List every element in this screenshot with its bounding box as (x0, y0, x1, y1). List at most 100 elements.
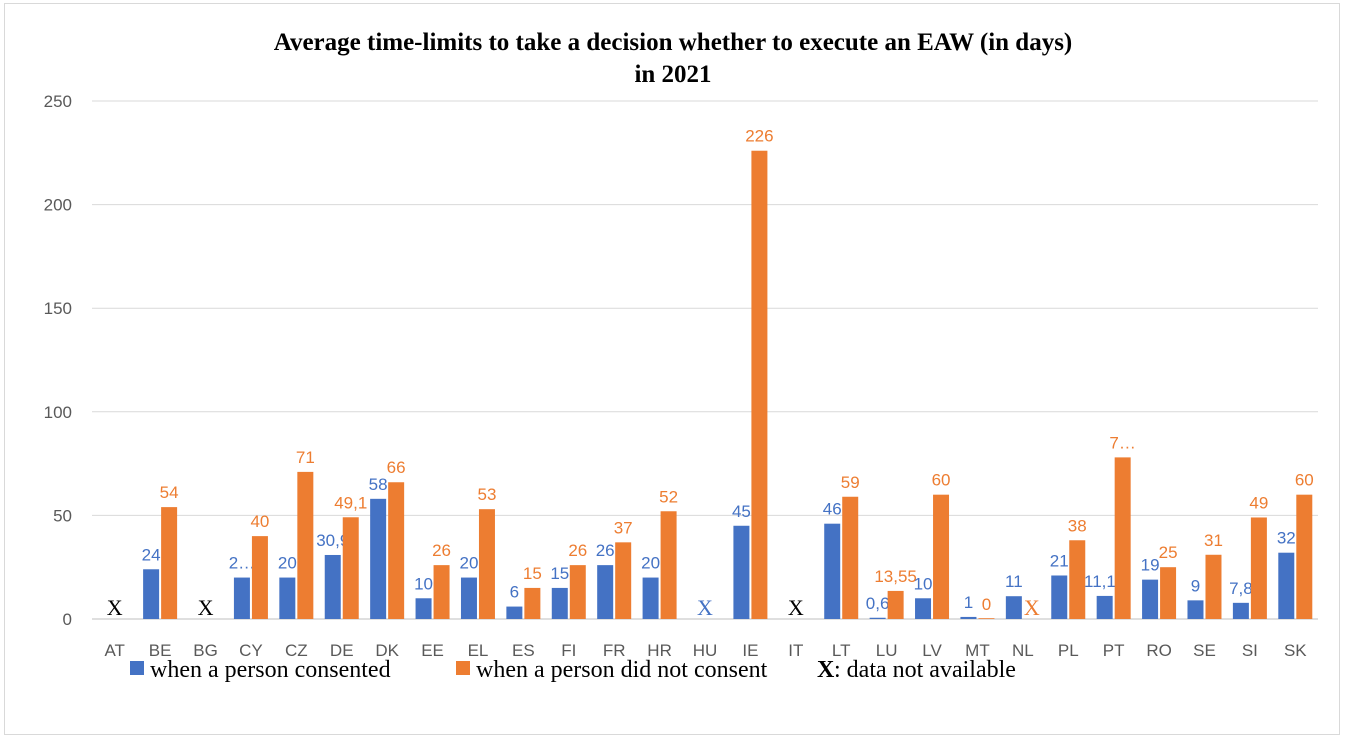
data-label-not-consented: 31 (1204, 531, 1223, 550)
bar-not-consented (1296, 494, 1313, 619)
bar-not-consented (478, 509, 495, 619)
legend-swatch-not-consented (456, 661, 470, 675)
data-label-consented: 19 (1141, 556, 1160, 575)
bar-consented (279, 577, 296, 619)
data-label-not-consented: 0 (982, 595, 991, 614)
data-label-not-consented: 59 (841, 473, 860, 492)
data-label-not-consented: 40 (250, 512, 269, 531)
data-label-not-consented: 53 (478, 485, 497, 504)
data-label-consented: 10 (914, 574, 933, 593)
x-tick-label: EL (468, 641, 489, 660)
bar-not-consented (842, 496, 859, 619)
legend-note-marker: X (817, 657, 835, 683)
data-label-consented: 0,6 (866, 594, 890, 613)
data-label-not-consented: 60 (932, 471, 951, 490)
bar-not-consented (1250, 517, 1267, 619)
data-label-consented: 11 (1005, 572, 1023, 591)
x-tick-label: BG (193, 641, 218, 660)
x-tick-label: ES (512, 641, 535, 660)
bar-consented (1187, 600, 1204, 619)
data-label-not-consented: 54 (160, 483, 179, 502)
bar-consented (1051, 575, 1068, 619)
bar-consented (1096, 595, 1113, 619)
x-tick-label: MT (965, 641, 990, 660)
bar-consented (1005, 596, 1022, 619)
x-tick-label: IE (742, 641, 758, 660)
data-label-consented: 20 (460, 554, 479, 573)
bar-consented (233, 577, 250, 619)
data-label-not-consented: 60 (1295, 471, 1314, 490)
bar-not-consented (388, 482, 405, 619)
y-tick-label: 200 (44, 196, 72, 215)
bar-not-consented (660, 511, 677, 619)
y-tick-label: 50 (53, 506, 72, 525)
data-label-consented: X (198, 595, 214, 620)
bar-not-consented (887, 590, 904, 619)
data-label-not-consented: 226 (745, 127, 773, 146)
data-label-not-consented: 38 (1068, 516, 1087, 535)
bar-not-consented (433, 565, 450, 619)
data-label-not-consented: 13,55 (874, 567, 917, 586)
x-tick-label: LT (832, 641, 851, 660)
x-tick-label: CZ (285, 641, 308, 660)
bar-consented (415, 598, 432, 619)
legend-swatch-consented (130, 661, 144, 675)
y-tick-label: 0 (63, 610, 72, 629)
bar-not-consented (751, 150, 768, 619)
data-label-consented: 9 (1191, 576, 1200, 595)
bar-not-consented (524, 587, 541, 619)
bar-consented (869, 617, 886, 619)
legend-note-text: : data not available (834, 657, 1016, 683)
x-tick-label: NL (1012, 641, 1034, 660)
bar-consented (915, 598, 932, 619)
bar-consented (960, 616, 977, 619)
data-label-consented: 1 (964, 593, 973, 612)
data-label-consented: 30,9 (316, 531, 349, 550)
data-label-consented: 45 (732, 502, 751, 521)
x-tick-label: SK (1284, 641, 1307, 660)
bar-consented (824, 523, 841, 619)
x-tick-label: PL (1058, 641, 1079, 660)
bar-not-consented (1160, 567, 1177, 619)
x-tick-label: FI (561, 641, 576, 660)
bar-not-consented (1069, 540, 1086, 619)
y-tick-label: 150 (44, 299, 72, 318)
data-label-consented: 2… (229, 554, 255, 573)
bar-not-consented (251, 536, 268, 619)
bar-consented (1278, 552, 1295, 619)
x-tick-label: FR (603, 641, 626, 660)
x-tick-label: BE (149, 641, 172, 660)
data-label-consented: 20 (641, 554, 660, 573)
y-axis: 0 50 100 150 200 250 (44, 92, 72, 629)
data-label-not-consented: 66 (387, 458, 406, 477)
data-label-not-consented: 26 (432, 541, 451, 560)
data-label-consented: 20 (278, 554, 297, 573)
y-tick-label: 100 (44, 403, 72, 422)
bar-not-consented (342, 517, 359, 619)
bar-consented (370, 498, 387, 619)
x-axis: AT BE BG CY CZ DE DK EE EL ES FI FR HR HU IE IT LT LU LV MT… (104, 641, 1307, 660)
data-label-not-consented: 52 (659, 487, 678, 506)
bar-not-consented (1114, 457, 1131, 619)
data-label-consented: 15 (550, 564, 569, 583)
x-tick-label: RO (1146, 641, 1172, 660)
bar-consented (1232, 602, 1249, 619)
data-label-consented: X (697, 595, 713, 620)
data-label-not-consented: 71 (296, 448, 315, 467)
bar-consented (551, 587, 568, 619)
legend-label-not-consented: when a person did not consent (476, 657, 768, 683)
data-label-consented: 6 (510, 583, 519, 602)
bar-consented (642, 577, 659, 619)
x-tick-label: HR (647, 641, 672, 660)
data-label-not-consented: 15 (523, 564, 542, 583)
x-tick-label: CY (239, 641, 263, 660)
data-label-not-consented: X (1024, 595, 1040, 620)
data-label-not-consented: 26 (568, 541, 587, 560)
bar-not-consented (615, 542, 632, 619)
data-label-consented: X (788, 595, 804, 620)
legend-label-consented: when a person consented (150, 657, 391, 683)
y-tick-label: 250 (44, 92, 72, 111)
x-tick-label: LV (922, 641, 942, 660)
